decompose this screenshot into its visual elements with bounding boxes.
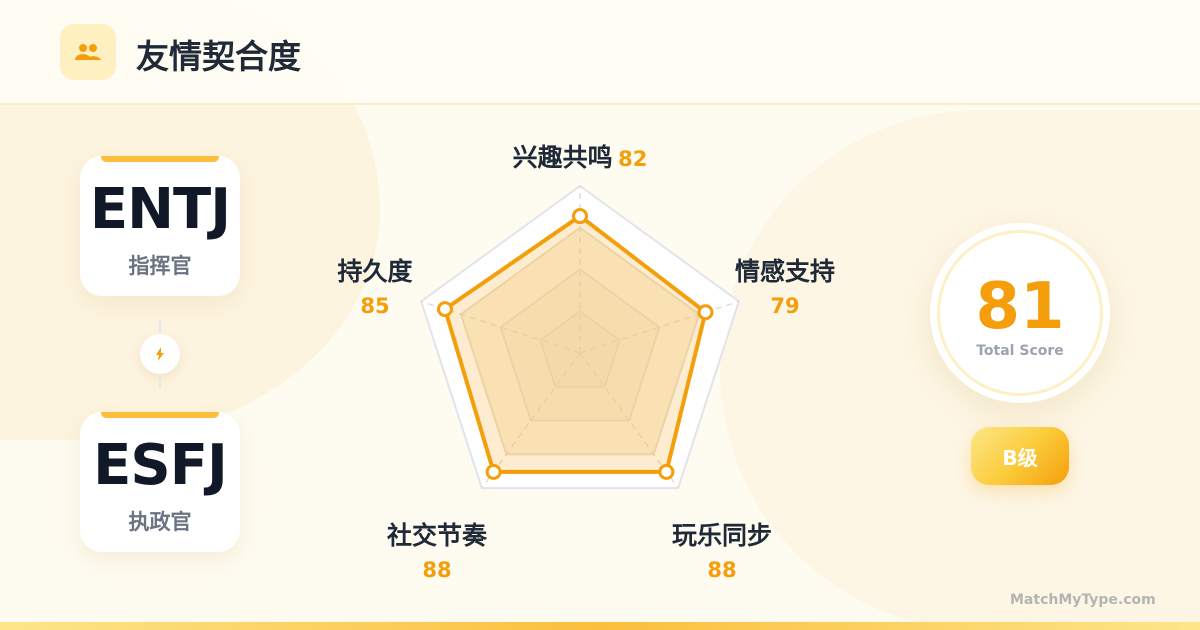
- axis-value: 88: [707, 558, 737, 582]
- header: 友情契合度: [0, 0, 1200, 105]
- axis-label-3: 社交节奏 88: [357, 516, 517, 582]
- type-name: 指挥官: [128, 254, 192, 278]
- card-accent-bar: [101, 412, 219, 418]
- axis-label-4: 持久度 85: [295, 252, 455, 318]
- type-name: 执政官: [128, 510, 192, 534]
- axis-value: 88: [422, 558, 452, 582]
- brand-watermark: MatchMyType.com: [1010, 592, 1156, 608]
- users-icon: [60, 24, 116, 80]
- axis-name: 兴趣共鸣: [512, 143, 613, 172]
- axis-value: 85: [360, 294, 390, 318]
- axis-line: [579, 352, 679, 489]
- axis-value: 82: [618, 147, 648, 171]
- card-accent-bar: [101, 156, 219, 162]
- grade-badge: B级: [971, 427, 1069, 485]
- total-score-value: 81: [975, 270, 1065, 344]
- axis-label-1: 情感支持 79: [705, 252, 865, 318]
- data-area: [442, 214, 708, 474]
- total-score-circle: 81 Total Score: [930, 223, 1110, 403]
- axis-name: 持久度: [337, 257, 413, 286]
- type-code: ESFJ: [93, 433, 228, 498]
- data-point: [436, 301, 453, 318]
- axis-name: 玩乐同步: [671, 521, 772, 550]
- data-point: [697, 304, 714, 321]
- data-point: [658, 463, 675, 480]
- type-card-2: ESFJ 执政官: [80, 412, 240, 552]
- type-code: ENTJ: [89, 177, 231, 242]
- bottom-accent-bar: [0, 622, 1200, 630]
- data-point: [485, 463, 502, 480]
- axis-name: 情感支持: [734, 257, 835, 286]
- axis-line: [420, 300, 581, 354]
- axis-label-2: 玩乐同步 88: [642, 516, 802, 582]
- axis-line: [481, 352, 581, 489]
- axis-value: 79: [770, 294, 800, 318]
- page-title: 友情契合度: [136, 37, 301, 76]
- data-point: [572, 208, 588, 225]
- connector-line: [159, 320, 161, 332]
- axis-name: 社交节奏: [386, 521, 487, 550]
- total-score-caption: Total Score: [976, 343, 1064, 359]
- connector-line: [159, 376, 161, 388]
- type-card-1: ENTJ 指挥官: [80, 156, 240, 296]
- lightning-icon: [140, 334, 180, 374]
- axis-line: [579, 300, 740, 354]
- axis-label-0: 兴趣共鸣 82: [480, 138, 680, 174]
